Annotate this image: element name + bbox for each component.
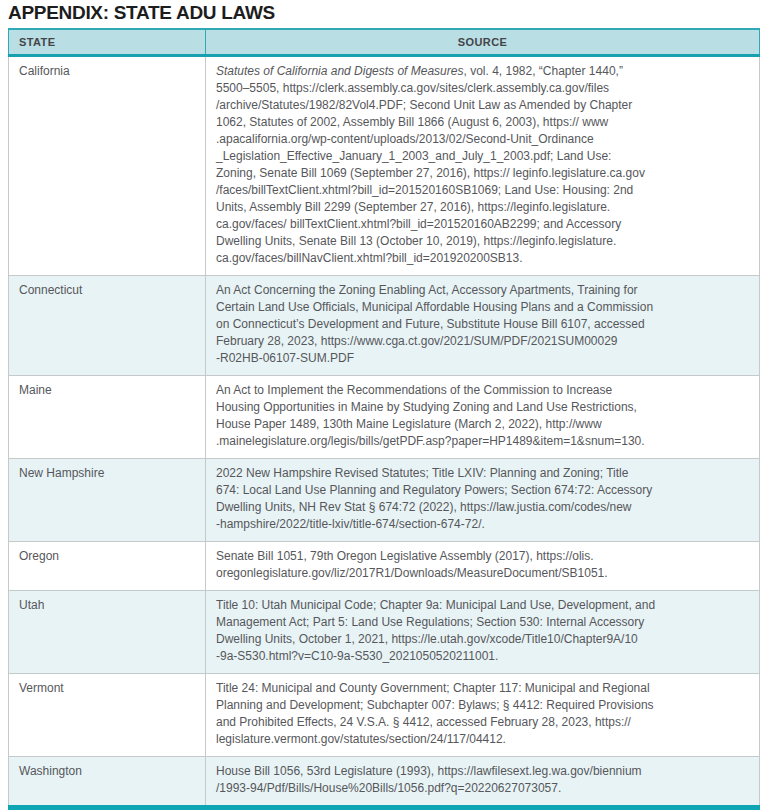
state-cell: Utah bbox=[9, 591, 206, 674]
state-cell: Oregon bbox=[9, 542, 206, 591]
source-cell: An Act to Implement the Recommendations … bbox=[206, 376, 760, 459]
table-row: New Hampshire2022 New Hampshire Revised … bbox=[9, 459, 760, 542]
table-row: OregonSenate Bill 1051, 79th Oregon Legi… bbox=[9, 542, 760, 591]
table-header-row: STATE SOURCE bbox=[9, 29, 760, 56]
source-cell: Title 24: Municipal and County Governmen… bbox=[206, 674, 760, 757]
source-cell: Senate Bill 1051, 79th Oregon Legislativ… bbox=[206, 542, 760, 591]
state-cell: New Hampshire bbox=[9, 459, 206, 542]
table-row: California Statutes of California and Dig… bbox=[9, 56, 760, 276]
state-cell: Maine bbox=[9, 376, 206, 459]
column-header-state: STATE bbox=[9, 29, 206, 56]
source-italic-title: Statutes of California and Digests of Me… bbox=[216, 64, 463, 78]
source-cell: An Act Concerning the Zoning Enabling Ac… bbox=[206, 276, 760, 376]
table-row: VermontTitle 24: Municipal and County Go… bbox=[9, 674, 760, 757]
state-cell: California bbox=[9, 56, 206, 276]
state-adu-laws-table: STATE SOURCE California Statutes of Calif… bbox=[8, 28, 760, 810]
source-cell: Statutes of California and Digests of Me… bbox=[206, 56, 760, 276]
state-cell: Vermont bbox=[9, 674, 206, 757]
source-cell: House Bill 1056, 53rd Legislature (1993)… bbox=[206, 757, 760, 808]
table-row: UtahTitle 10: Utah Municipal Code; Chapt… bbox=[9, 591, 760, 674]
table-body: California Statutes of California and Dig… bbox=[9, 56, 760, 808]
column-header-source: SOURCE bbox=[206, 29, 760, 56]
page-title: APPENDIX: STATE ADU LAWS bbox=[8, 2, 768, 24]
table-row: MaineAn Act to Implement the Recommendat… bbox=[9, 376, 760, 459]
state-cell: Connecticut bbox=[9, 276, 206, 376]
table-row: ConnecticutAn Act Concerning the Zoning … bbox=[9, 276, 760, 376]
appendix-page: APPENDIX: STATE ADU LAWS STATE SOURCE Ca… bbox=[0, 0, 768, 812]
source-cell: Title 10: Utah Municipal Code; Chapter 9… bbox=[206, 591, 760, 674]
table-header: STATE SOURCE bbox=[9, 29, 760, 56]
source-cell: 2022 New Hampshire Revised Statutes; Tit… bbox=[206, 459, 760, 542]
table-row: WashingtonHouse Bill 1056, 53rd Legislat… bbox=[9, 757, 760, 808]
state-cell: Washington bbox=[9, 757, 206, 808]
